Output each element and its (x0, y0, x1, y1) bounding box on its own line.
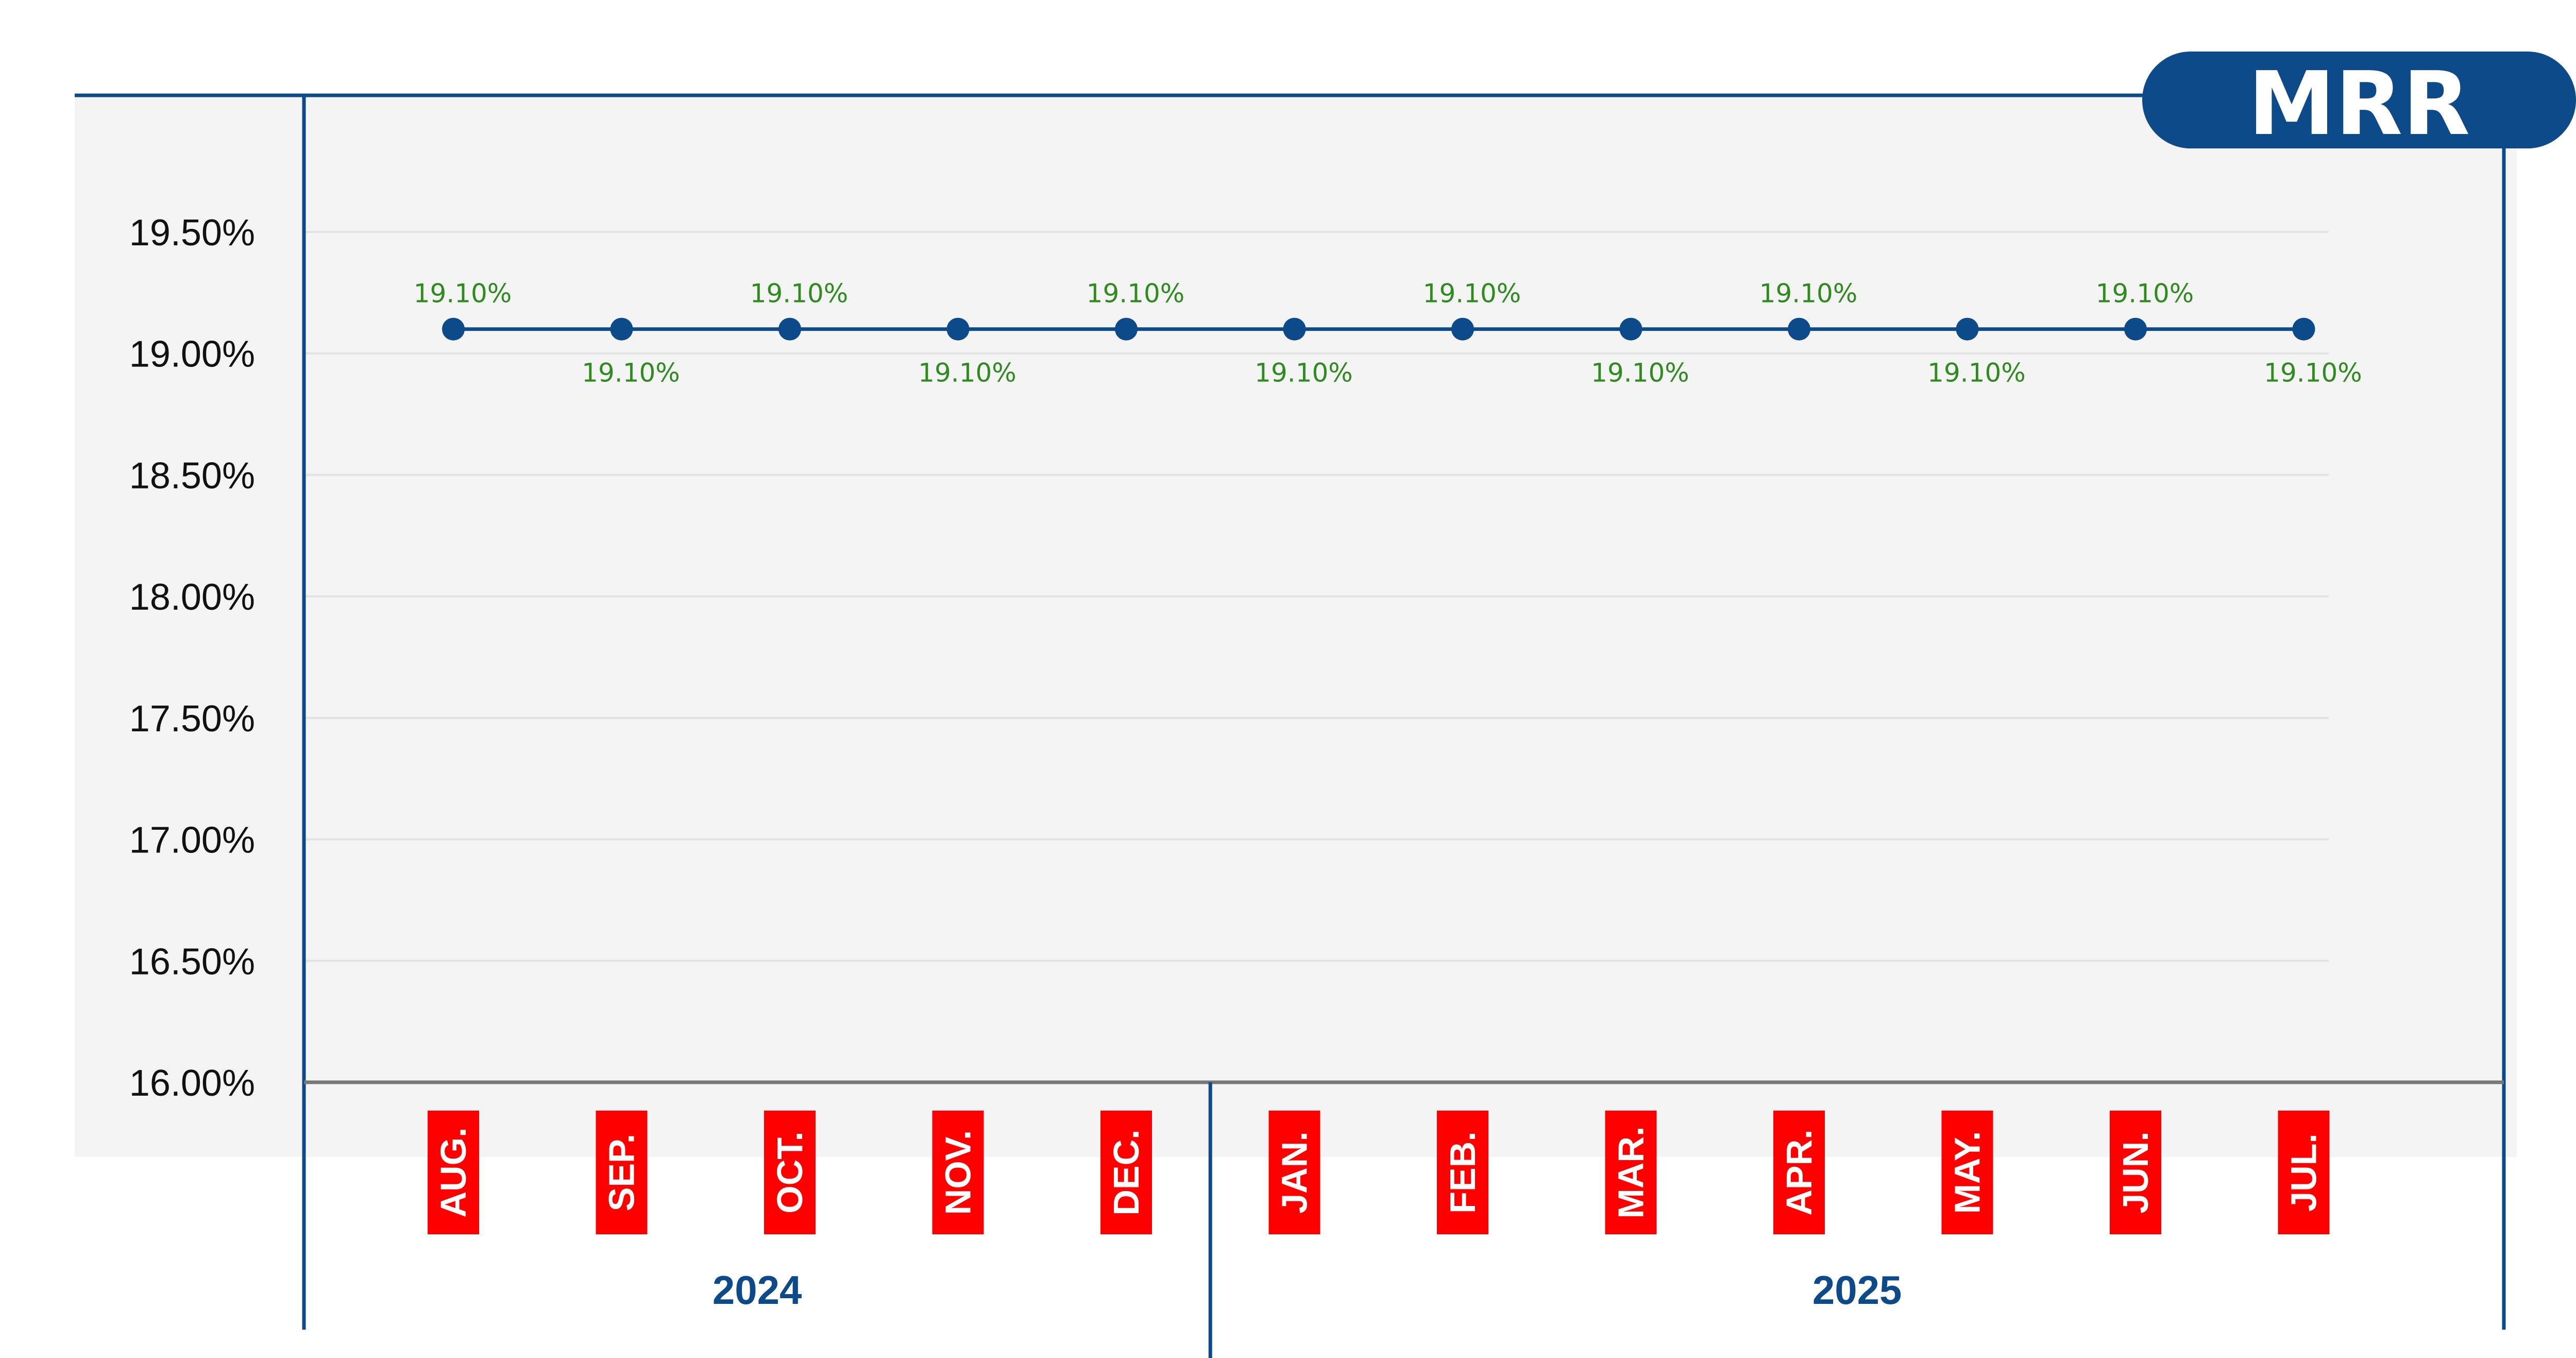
data-label: 19.10% (1087, 279, 1185, 309)
data-label: 19.10% (750, 279, 849, 309)
data-point (610, 317, 633, 341)
data-label: 19.10% (582, 358, 680, 388)
y-tick-label: 19.50% (129, 212, 255, 254)
data-label: 19.10% (918, 358, 1016, 388)
y-tick-label: 17.50% (129, 698, 255, 740)
data-point (1283, 317, 1306, 341)
month-label: JUN. (2115, 1131, 2156, 1213)
chart-frame (75, 93, 2506, 1358)
month-label-box (764, 1111, 816, 1234)
month-label-box (2110, 1111, 2161, 1234)
data-point (946, 317, 970, 341)
data-label: 19.10% (1255, 358, 1353, 388)
data-label: 19.10% (2096, 279, 2194, 309)
data-point (1619, 317, 1642, 341)
plot-background (75, 95, 2517, 1157)
data-labels: 19.10% 19.10% 19.10% 19.10% 19.10% 19.10% 19.1… (414, 279, 2362, 388)
month-label: SEP. (602, 1134, 642, 1212)
month-label-box (1437, 1111, 1488, 1234)
mrr-badge: MRR (2142, 52, 2576, 155)
data-label: 19.10% (1759, 279, 1858, 309)
month-label-box (1100, 1111, 1152, 1234)
month-label: FEB. (1443, 1131, 1483, 1213)
y-tick-label: 17.00% (129, 820, 255, 861)
month-label: OCT. (770, 1131, 810, 1213)
month-label-box (1605, 1111, 1657, 1234)
month-label: APR. (1779, 1129, 1819, 1215)
badge-label: MRR (2248, 53, 2470, 155)
month-label: JUL. (2284, 1133, 2324, 1212)
data-point (1451, 317, 1474, 341)
data-point (2292, 317, 2315, 341)
data-point (1956, 317, 1979, 341)
gridlines (304, 231, 2329, 962)
month-label: MAY. (1947, 1131, 1988, 1214)
year-label: 2024 (713, 1267, 802, 1313)
data-point (778, 317, 801, 341)
badge-background (2142, 52, 2576, 148)
data-label: 19.10% (2264, 358, 2362, 388)
y-tick-label: 18.00% (129, 577, 255, 618)
month-label-box (1941, 1111, 1993, 1234)
month-label-box (2278, 1111, 2330, 1234)
month-label-box (932, 1111, 984, 1234)
month-label: MAR. (1611, 1127, 1651, 1219)
month-label: DEC. (1106, 1129, 1146, 1215)
month-label-box (596, 1111, 648, 1234)
year-label: 2025 (1812, 1267, 1902, 1313)
month-label: JAN. (1275, 1131, 1315, 1213)
month-label: AUG. (433, 1128, 473, 1218)
month-label-box (428, 1111, 479, 1234)
data-point (1788, 317, 1810, 341)
y-tick-label: 16.50% (129, 941, 255, 982)
data-label: 19.10% (1927, 358, 2026, 388)
month-label-box (1773, 1111, 1825, 1234)
data-label: 19.10% (414, 279, 512, 309)
x-axis-year-labels: 2024 2025 (713, 1267, 1902, 1313)
y-tick-label: 16.00% (129, 1063, 255, 1104)
y-tick-label: 18.50% (129, 455, 255, 496)
y-axis-ticks: 19.50% 19.00% 18.50% 18.00% 17.50% 17.00% 16.5… (129, 212, 255, 1104)
x-axis-month-labels: AUG. SEP. OCT. NOV. DEC. JAN. FEB. MAR. APR. MAY.… (428, 1111, 2330, 1234)
month-label-box (1268, 1111, 1320, 1234)
data-label: 19.10% (1591, 358, 1689, 388)
data-point (1115, 317, 1138, 341)
month-label: NOV. (938, 1130, 978, 1215)
data-point (2124, 317, 2147, 341)
data-point (442, 317, 465, 341)
data-points (442, 317, 2315, 341)
y-tick-label: 19.00% (129, 334, 255, 375)
data-label: 19.10% (1423, 279, 1521, 309)
